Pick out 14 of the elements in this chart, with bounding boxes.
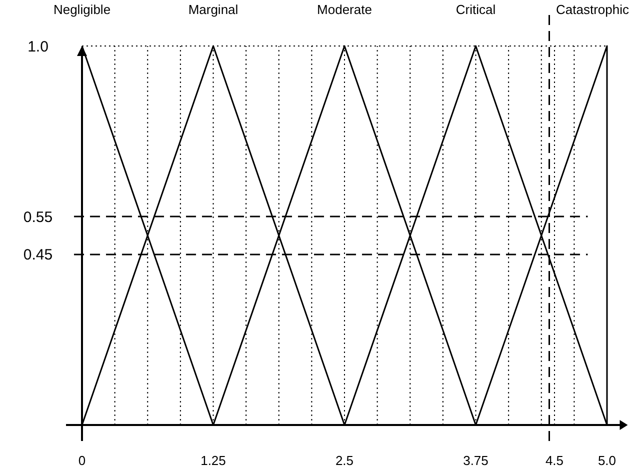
x-tick-label: 3.75 (463, 453, 488, 468)
x-tick-label: 4.5 (545, 453, 564, 468)
text: Moderate (317, 2, 372, 17)
text: Critical (456, 2, 496, 17)
text: Catastrophic (556, 2, 630, 17)
x-tick-label: 0 (78, 453, 86, 468)
text: Marginal (188, 2, 238, 17)
text: Negligible (53, 2, 111, 17)
y-tick-label: 0.55 (23, 208, 53, 226)
x-tick-label: 2.5 (335, 453, 354, 468)
x-tick-label: 5.0 (598, 453, 616, 468)
y-tick-label: 1.0 (28, 38, 48, 56)
x-tick-label: 1.25 (200, 453, 226, 468)
y-tick-label: 0.45 (23, 246, 53, 264)
